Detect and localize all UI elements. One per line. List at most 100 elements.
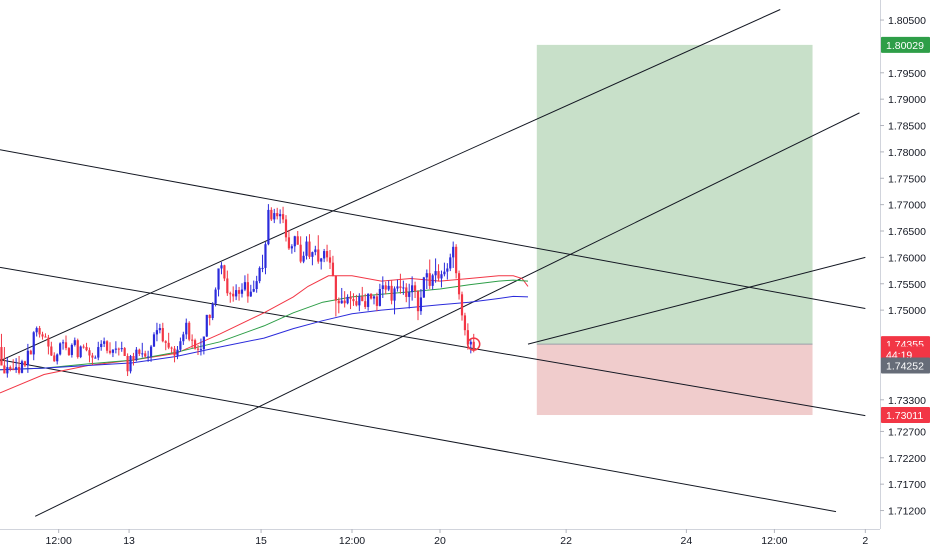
candle-body	[325, 251, 329, 258]
candle-body	[229, 293, 232, 295]
candle-body	[372, 296, 376, 299]
trendline	[0, 266, 866, 417]
candle-body	[416, 291, 420, 312]
candle-body	[26, 350, 29, 366]
candle-body	[196, 348, 200, 350]
candles	[0, 204, 475, 378]
price-tick-label: 1.71200	[888, 506, 926, 518]
candle-body	[264, 244, 267, 268]
candle-body	[369, 293, 373, 299]
trendline	[0, 9, 781, 362]
candle-body	[296, 236, 299, 245]
candle-body	[70, 344, 73, 355]
candle-body	[390, 285, 393, 301]
candle-body	[243, 282, 247, 290]
candle-body	[411, 285, 414, 293]
candle-body	[100, 343, 103, 348]
candle-body	[276, 213, 279, 217]
candle-body	[59, 343, 62, 355]
candle-body	[91, 355, 94, 358]
candle-body	[3, 365, 6, 374]
trendlines	[0, 9, 866, 517]
candle-body	[126, 356, 129, 372]
candle-body	[396, 286, 399, 289]
candle-body	[472, 341, 475, 350]
candle-body	[399, 286, 402, 288]
candle-body	[323, 251, 326, 259]
entry-circle	[466, 337, 481, 351]
candle-body	[132, 356, 135, 361]
candle-body	[457, 273, 461, 295]
time-tick-label: 2	[862, 535, 868, 547]
price-badge-tp	[881, 36, 930, 53]
price-tick-label: 1.78500	[888, 121, 926, 133]
price-badge-label-sl: 1.73011	[886, 410, 923, 422]
candle-body	[270, 209, 273, 220]
price-axis-ticks: 1.80500 1.79500 1.79000 1.78500 1.78000 1.775…	[880, 15, 926, 518]
candle-body	[217, 268, 220, 290]
candle-body	[211, 303, 214, 319]
price-tick-label: 1.75500	[888, 279, 926, 291]
candle-body	[273, 213, 276, 220]
candle-body	[375, 296, 379, 306]
candle-body	[144, 353, 147, 357]
candle-body	[23, 361, 27, 366]
candle-body	[428, 273, 431, 286]
candle-body	[76, 340, 79, 358]
candle-body	[258, 267, 261, 282]
time-tick-label: 12:00	[46, 535, 72, 547]
price-tick-label: 1.73300	[888, 395, 926, 407]
candle-body	[214, 289, 217, 304]
candle-body	[255, 281, 258, 290]
candle-body	[73, 340, 76, 345]
candle-body	[449, 257, 452, 269]
candle-body	[284, 219, 288, 238]
time-axis-panel[interactable]	[0, 529, 932, 550]
candle-body	[79, 346, 82, 358]
trendline	[34, 112, 860, 517]
candle-body	[188, 322, 191, 340]
candle-body	[208, 314, 211, 319]
candle-body	[97, 347, 100, 358]
time-tick-label: 13	[123, 535, 135, 547]
candle-body	[170, 347, 173, 349]
price-badge-label-tp: 1.80029	[886, 40, 924, 52]
candle-body	[279, 214, 282, 217]
candle-body	[220, 265, 223, 269]
price-badge-label-last: 1.74252	[886, 361, 924, 373]
candle-body	[82, 346, 85, 348]
candle-body	[281, 214, 285, 220]
candle-body	[331, 262, 335, 276]
price-badge-sl	[881, 407, 930, 424]
candle-body	[361, 296, 364, 302]
candle-body	[334, 275, 337, 301]
candle-body	[466, 330, 469, 345]
time-tick-label: 12:00	[761, 535, 787, 547]
candle-body	[290, 246, 293, 249]
candle-body	[44, 336, 47, 338]
candle-body	[446, 268, 449, 272]
price-axis-panel[interactable]	[880, 0, 932, 529]
candle-body	[120, 348, 123, 350]
candle-body	[299, 244, 302, 262]
candle-body	[193, 340, 197, 349]
candle-body	[240, 289, 244, 294]
candle-body	[167, 342, 170, 348]
candle-body	[287, 237, 291, 249]
candle-body	[103, 341, 106, 344]
candle-body	[346, 296, 349, 304]
candle-body	[149, 346, 153, 357]
candle-body	[147, 356, 150, 358]
candle-body	[9, 367, 12, 370]
candle-body	[35, 328, 38, 333]
candle-body	[305, 241, 308, 256]
price-tick-label: 1.77000	[888, 200, 926, 212]
candle-body	[235, 290, 238, 297]
candle-body	[352, 299, 355, 302]
candle-body	[463, 315, 467, 331]
price-tick-label: 1.72200	[888, 453, 926, 465]
candle-body	[437, 271, 440, 279]
candle-body	[320, 258, 323, 262]
candle-body	[176, 349, 179, 356]
